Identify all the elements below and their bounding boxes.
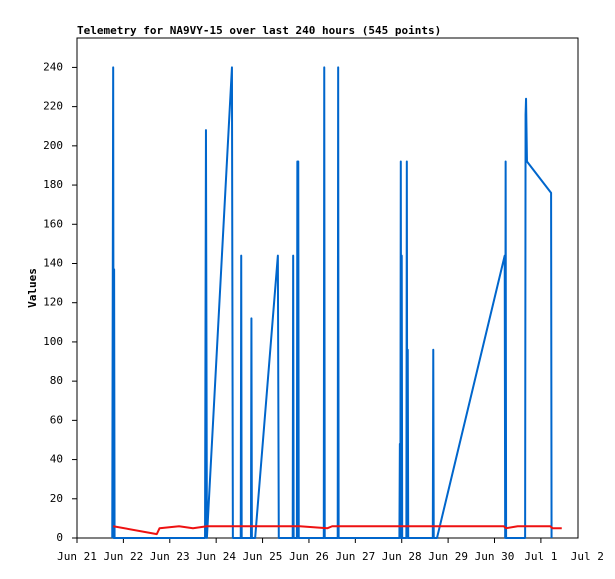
y-axis-label: Values — [26, 268, 39, 308]
y-tick-label: 20 — [50, 492, 63, 505]
series-line — [113, 525, 562, 536]
x-tick-label: Jun 27 — [335, 550, 375, 563]
y-tick-label: 220 — [43, 100, 63, 113]
y-tick-label: 240 — [43, 60, 63, 73]
y-tick-label: 180 — [43, 178, 63, 191]
x-tick-label: Jun 24 — [196, 550, 236, 563]
series-line — [111, 66, 553, 539]
y-tick-label: 160 — [43, 217, 63, 230]
y-tick-label: 120 — [43, 296, 63, 309]
x-tick-label: Jun 30 — [475, 550, 515, 563]
x-tick-label: Jun 25 — [243, 550, 283, 563]
x-tick-label: Jul 1 — [524, 550, 557, 563]
y-tick-label: 80 — [50, 374, 63, 387]
x-tick-label: Jul 2 — [571, 550, 604, 563]
chart-title: Telemetry for NA9VY-15 over last 240 hou… — [77, 24, 441, 37]
x-tick-label: Jun 22 — [104, 550, 144, 563]
x-tick-label: Jun 29 — [428, 550, 468, 563]
y-tick-label: 140 — [43, 256, 63, 269]
y-tick-label: 0 — [56, 531, 63, 544]
y-tick-label: 100 — [43, 335, 63, 348]
x-tick-label: Jun 28 — [382, 550, 422, 563]
x-tick-label: Jun 23 — [150, 550, 190, 563]
y-tick-label: 40 — [50, 453, 63, 466]
y-tick-label: 200 — [43, 139, 63, 152]
y-tick-label: 60 — [50, 413, 63, 426]
x-tick-label: Jun 26 — [289, 550, 329, 563]
x-tick-label: Jun 21 — [57, 550, 97, 563]
